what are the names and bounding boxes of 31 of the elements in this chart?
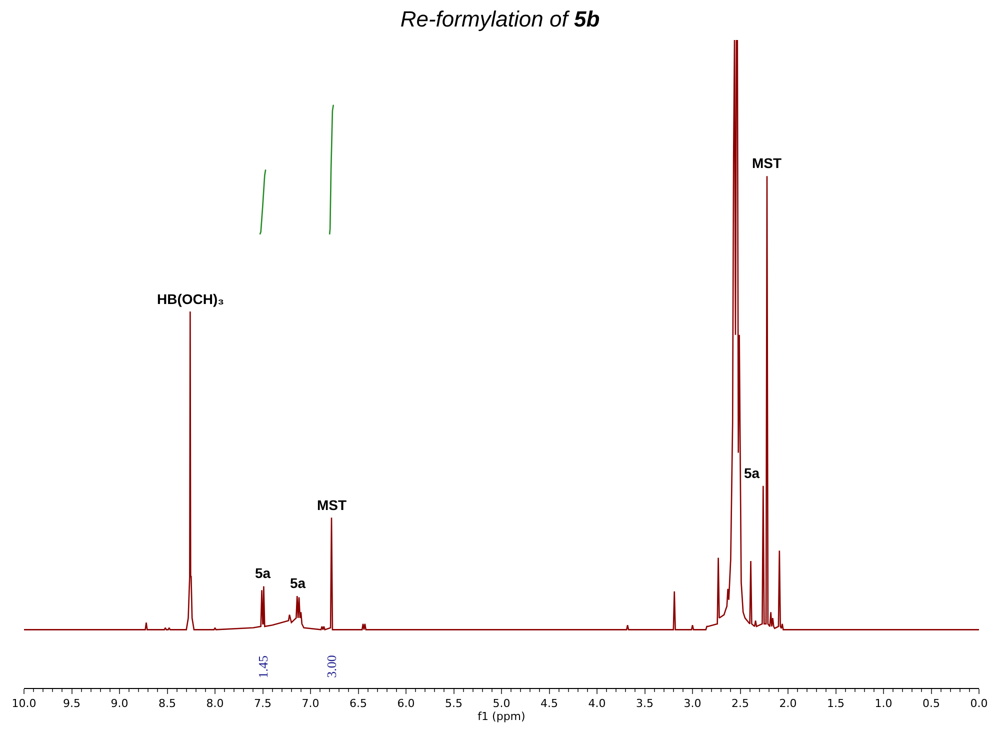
x-tick-label: 2.5 <box>732 697 749 710</box>
x-tick-label: 10.0 <box>12 697 36 710</box>
x-tick-label: 4.5 <box>540 697 558 710</box>
annotation: MST <box>752 155 782 171</box>
annotation: 5a <box>255 565 271 581</box>
x-tick-label: 6.5 <box>350 697 367 710</box>
x-tick-label: 5.0 <box>492 697 510 710</box>
annotation: 3.00 <box>324 655 339 678</box>
annotation: MST <box>317 497 347 513</box>
annotation: 5a <box>744 465 760 481</box>
x-tick-label: 7.5 <box>254 697 272 710</box>
x-tick-label: 1.5 <box>827 697 844 710</box>
x-tick-label: 2.0 <box>779 697 797 710</box>
x-tick-label: 8.0 <box>206 697 224 710</box>
x-tick-label: 3.0 <box>684 697 702 710</box>
x-tick-label: 9.0 <box>110 697 128 710</box>
x-tick-label: 0.0 <box>970 697 988 710</box>
x-tick-label: 7.0 <box>302 697 320 710</box>
annotation: 5a <box>290 575 306 591</box>
x-tick-label: 5.5 <box>445 697 462 710</box>
x-tick-label: 3.5 <box>636 697 654 710</box>
annotation: 1.45 <box>255 656 270 678</box>
x-tick-label: 6.0 <box>397 697 415 710</box>
x-tick-label: 1.0 <box>874 697 892 710</box>
x-tick-label: 4.0 <box>588 697 606 710</box>
x-tick-label: 0.5 <box>922 697 940 710</box>
x-tick-label: 8.5 <box>158 697 176 710</box>
x-axis-title: f1 (ppm) <box>478 710 526 724</box>
x-tick-label: 9.5 <box>63 697 80 710</box>
chart-title: Re-formylation of 5b <box>400 6 600 32</box>
annotation: HB(OCH)₃ <box>157 291 224 307</box>
